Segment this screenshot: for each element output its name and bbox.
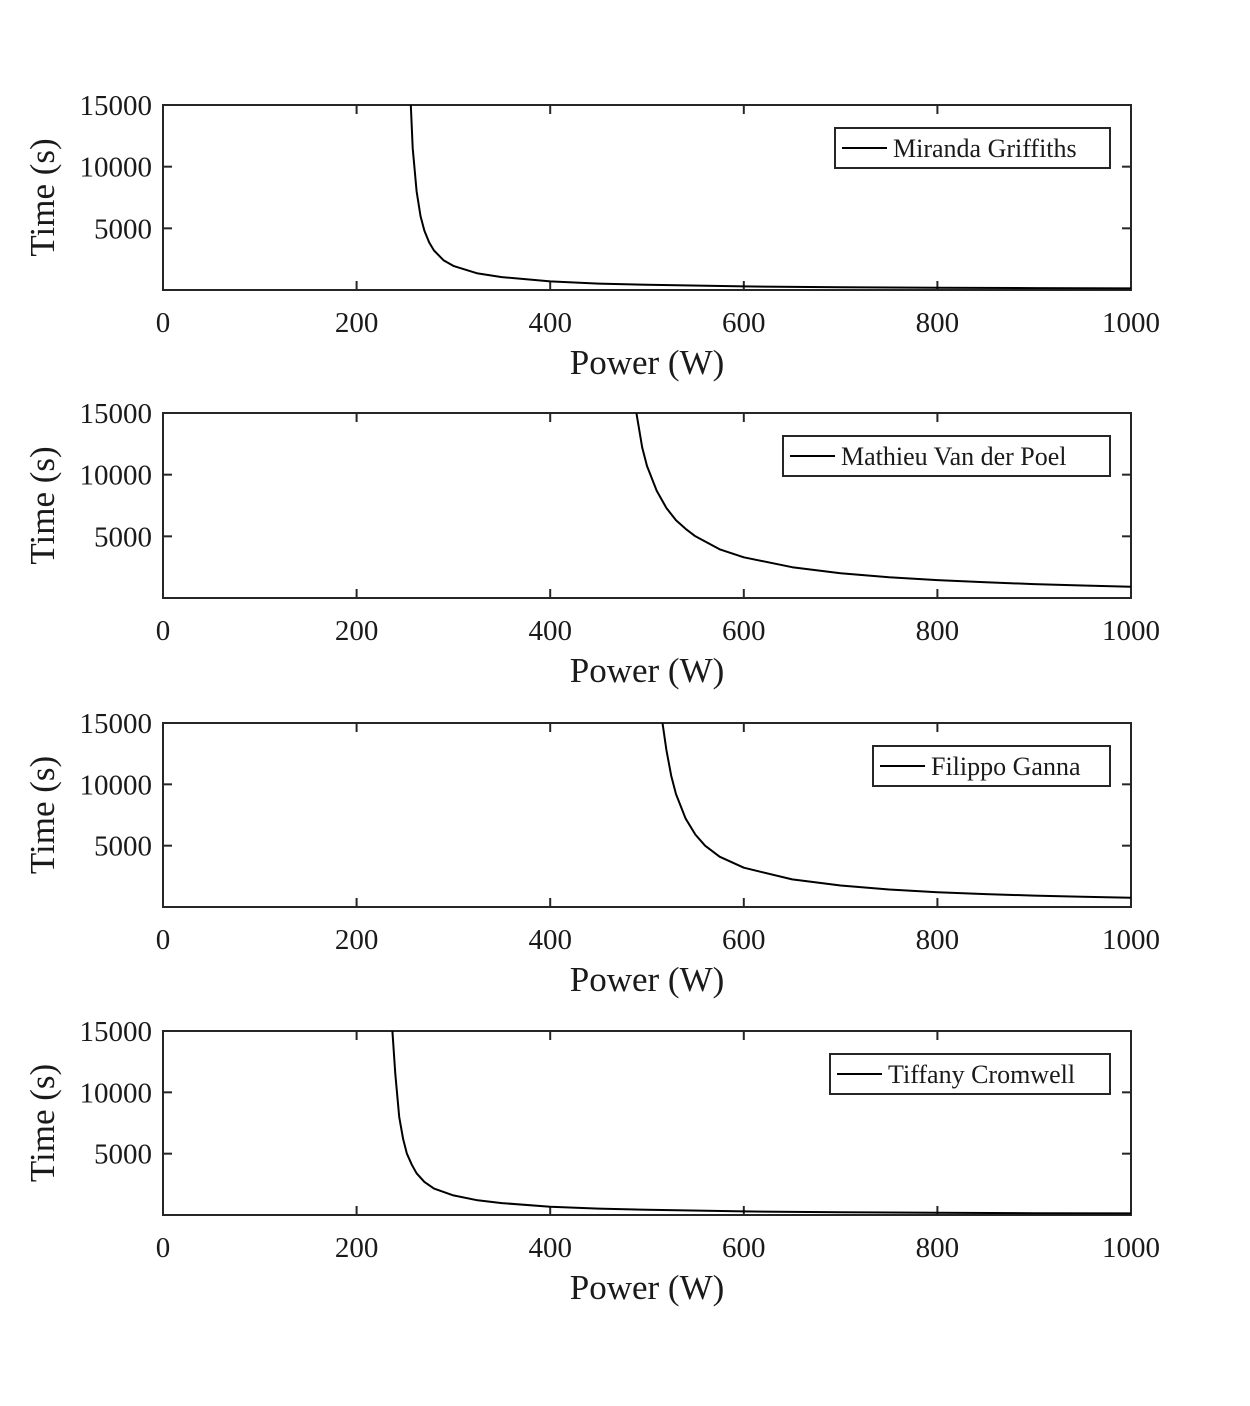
legend: Mathieu Van der Poel [782,435,1111,477]
x-tick-label: 1000 [1102,924,1160,956]
x-tick-label: 400 [528,307,572,339]
x-tick-label: 400 [528,1232,572,1264]
y-tick-label: 15000 [80,708,153,740]
x-tick-label: 800 [916,1232,960,1264]
y-tick-label: 5000 [94,521,152,553]
x-axis-label: Power (W) [570,1268,725,1307]
x-axis-label: Power (W) [570,960,725,999]
plot-area-frame [162,1030,1132,1216]
subplot-4: 0 200 400 600 800 1000 5000 10000 15000 Power (W)… [23,1016,1160,1307]
x-tick-label: 200 [335,615,379,647]
x-tick-label: 0 [156,924,171,956]
x-axis-label: Power (W) [570,343,725,382]
legend: Filippo Ganna [872,745,1111,787]
plot-area-frame [162,722,1132,908]
legend-label: Mathieu Van der Poel [841,442,1067,471]
legend: Tiffany Cromwell [829,1053,1111,1095]
subplot-1: 0 200 400 600 800 1000 5000 10000 15000 Power (W)… [23,90,1160,382]
plot-area-frame [162,412,1132,599]
x-tick-label: 800 [916,615,960,647]
y-tick-label: 5000 [94,213,152,245]
x-axis-label: Power (W) [570,651,725,690]
x-tick-label: 0 [156,307,171,339]
x-tick-label: 600 [722,1232,766,1264]
y-tick-label: 10000 [80,460,153,492]
series-line [635,413,1131,588]
x-tick-label: 800 [916,307,960,339]
x-tick-label: 600 [722,307,766,339]
y-tick-label: 15000 [80,90,153,122]
y-axis-label: Time (s) [23,1064,62,1182]
x-tick-label: 200 [335,924,379,956]
y-axis-label: Time (s) [23,138,62,256]
y-tick-label: 10000 [80,152,153,184]
y-tick-label: 5000 [94,1139,152,1171]
subplot-2: 0 200 400 600 800 1000 5000 10000 15000 Power (W)… [23,398,1160,690]
plot-area-frame [162,104,1132,291]
x-tick-label: 0 [156,615,171,647]
x-tick-label: 200 [335,1232,379,1264]
y-axis-label: Time (s) [23,446,62,564]
legend-label: Filippo Ganna [931,752,1081,781]
x-tick-label: 1000 [1102,1232,1160,1264]
x-tick-label: 600 [722,615,766,647]
series-line [409,105,1131,290]
legend: Miranda Griffiths [834,127,1111,169]
y-tick-label: 15000 [80,398,153,430]
x-tick-label: 800 [916,924,960,956]
x-tick-label: 1000 [1102,307,1160,339]
series-line [391,1031,1131,1215]
x-tick-label: 400 [528,924,572,956]
x-tick-label: 1000 [1102,615,1160,647]
legend-box [782,435,1111,477]
legend-label: Tiffany Cromwell [888,1060,1075,1089]
x-tick-label: 400 [528,615,572,647]
subplot-3: 0 200 400 600 800 1000 5000 10000 15000 Power (W)… [23,708,1160,999]
y-tick-label: 10000 [80,769,153,801]
series-line [661,723,1131,899]
y-tick-label: 5000 [94,831,152,863]
x-tick-label: 600 [722,924,766,956]
y-axis-label: Time (s) [23,756,62,874]
y-tick-label: 15000 [80,1016,153,1048]
x-tick-label: 200 [335,307,379,339]
legend-label: Miranda Griffiths [893,134,1077,163]
x-tick-label: 0 [156,1232,171,1264]
y-tick-label: 10000 [80,1077,153,1109]
